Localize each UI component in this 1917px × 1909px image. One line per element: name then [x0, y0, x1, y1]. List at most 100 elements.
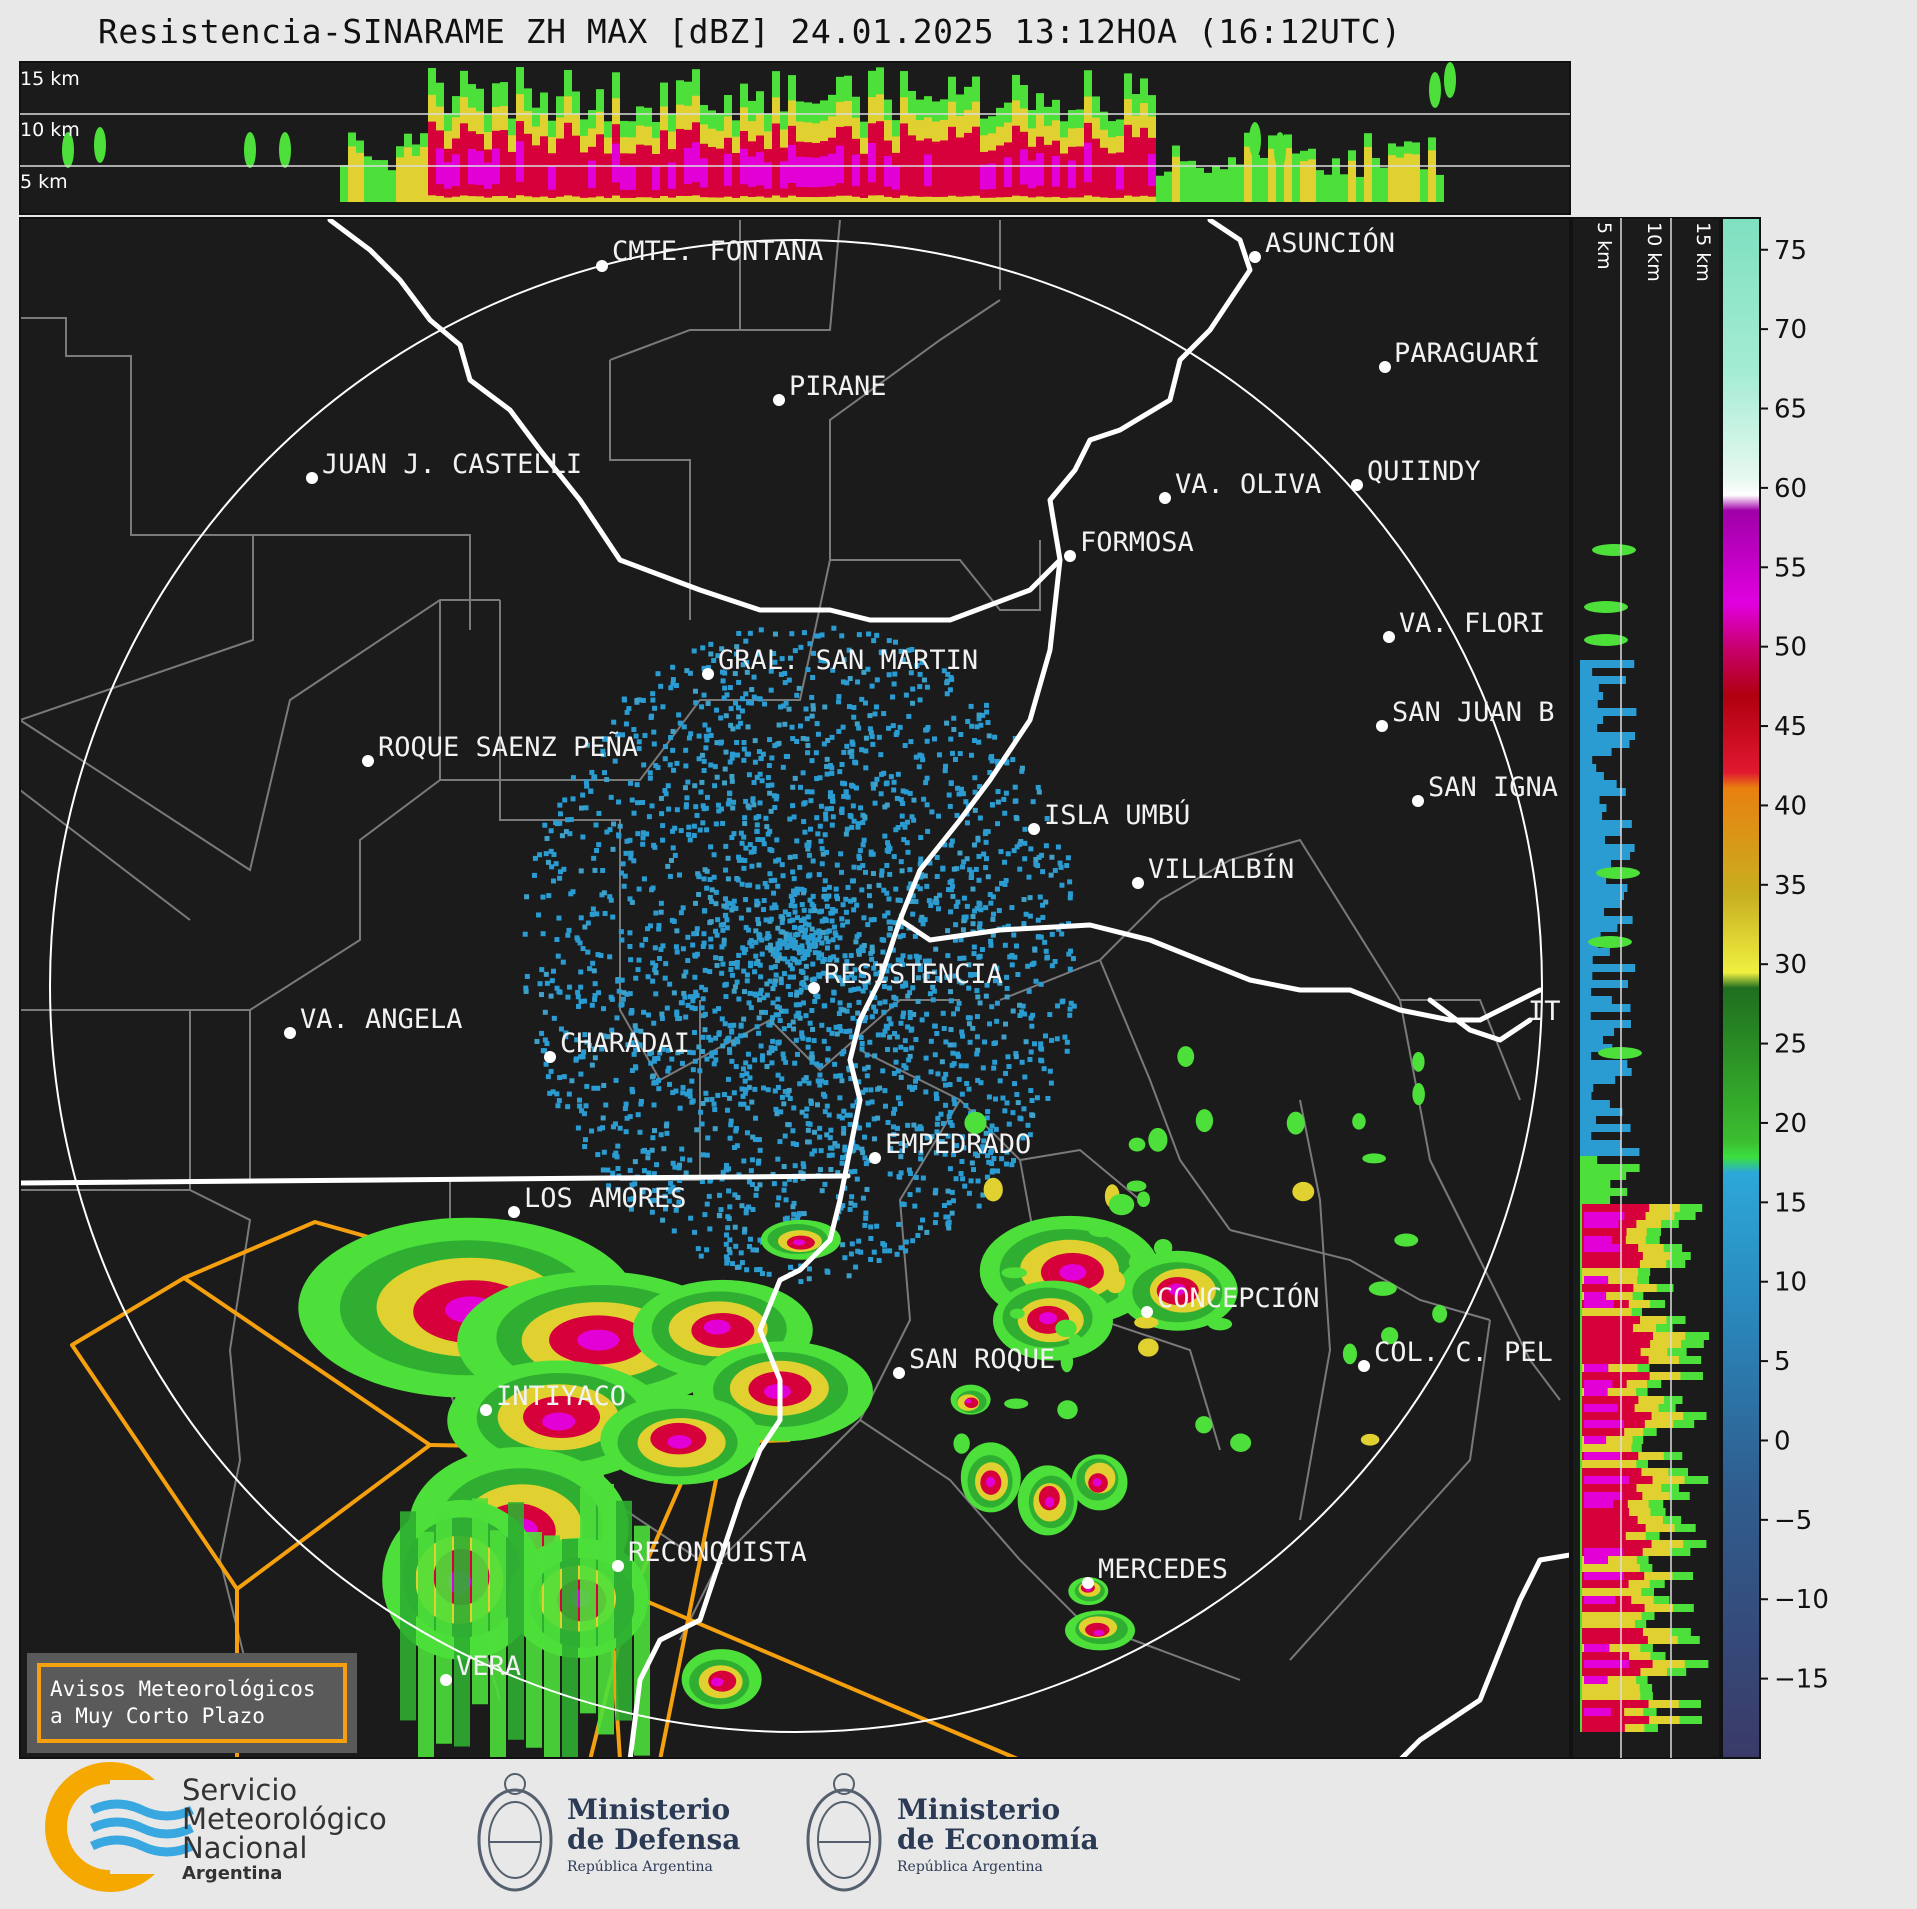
profile-bar — [1584, 1276, 1609, 1284]
echo-pixel — [913, 754, 919, 760]
echo-pixel — [735, 1039, 741, 1045]
profile-bar — [1429, 72, 1441, 108]
echo-pixel — [1004, 1100, 1010, 1106]
echo-pixel — [949, 1122, 955, 1128]
echo-pixel — [767, 846, 773, 852]
echo-pixel — [849, 824, 855, 830]
echo-pixel — [734, 1143, 740, 1149]
echo-pixel — [1027, 895, 1033, 901]
echo-pixel — [688, 731, 694, 737]
echo-pixel — [829, 770, 835, 776]
echo-pixel — [1030, 1112, 1036, 1118]
echo-cell — [763, 1384, 791, 1400]
echo-pixel — [618, 1002, 624, 1008]
echo-pixel — [921, 796, 927, 802]
echo-pixel — [848, 1034, 854, 1040]
echo-pixel — [584, 783, 590, 789]
profile-bar — [1420, 169, 1428, 202]
profile-bar — [628, 165, 636, 190]
echo-pixel — [787, 918, 793, 924]
echo-pixel — [1042, 1033, 1048, 1039]
city-label: PARAGUARÍ — [1394, 337, 1540, 369]
echo-pixel — [727, 1204, 733, 1210]
echo-pixel — [602, 910, 608, 916]
echo-pixel — [698, 1253, 704, 1259]
echo-pixel — [808, 798, 814, 804]
echo-pixel — [681, 724, 687, 730]
echo-pixel — [790, 956, 796, 962]
echo-pixel — [630, 1196, 636, 1202]
echo-pixel — [810, 858, 816, 864]
echo-pixel — [1019, 1059, 1025, 1065]
profile-bar — [1580, 692, 1604, 700]
echo-pixel — [627, 1114, 633, 1120]
echo-pixel — [727, 1095, 733, 1101]
echo-pixel — [722, 766, 728, 772]
echo-pixel — [927, 991, 933, 997]
echo-pixel — [719, 806, 725, 812]
echo-pixel — [785, 1092, 791, 1098]
echo-pixel — [539, 992, 545, 998]
echo-pixel — [976, 924, 982, 930]
city-marker — [869, 1152, 881, 1164]
profile-bar — [580, 152, 588, 198]
echo-pixel — [949, 1189, 955, 1195]
city-marker — [1132, 877, 1144, 889]
profile-bar — [1260, 157, 1268, 202]
echo-pixel — [856, 725, 862, 731]
echo-pixel — [733, 905, 739, 911]
echo-pixel — [966, 1190, 972, 1196]
echo-pixel — [1059, 999, 1065, 1005]
echo-pixel — [778, 1008, 784, 1014]
echo-pixel — [699, 1179, 705, 1185]
echo-pixel — [864, 1186, 870, 1192]
echo-pixel — [592, 996, 598, 1002]
echo-pixel — [924, 1229, 930, 1235]
echo-pixel — [1062, 1034, 1068, 1040]
echo-pixel — [809, 713, 815, 719]
profile-bar — [1580, 900, 1621, 908]
echo-pixel — [709, 899, 715, 905]
echo-pixel — [581, 1111, 587, 1117]
echo-pixel — [556, 989, 562, 995]
echo-pixel — [580, 834, 586, 840]
echo-pixel — [975, 1047, 981, 1053]
profile-bar — [1582, 1564, 1640, 1572]
echo-pixel — [690, 1050, 696, 1056]
echo-pixel — [924, 883, 930, 889]
profile-bar — [1580, 836, 1605, 844]
echo-pixel — [857, 848, 863, 854]
echo-pixel — [777, 945, 783, 951]
echo-pixel — [640, 1189, 646, 1195]
echo-pixel — [701, 665, 707, 671]
echo-pixel — [898, 1044, 904, 1050]
echo-pixel — [924, 775, 930, 781]
echo-pixel — [738, 1101, 744, 1107]
echo-pixel — [841, 749, 847, 755]
echo-pixel — [601, 1149, 607, 1155]
echo-pixel — [652, 1188, 658, 1194]
echo-pixel — [562, 797, 568, 803]
echo-pixel — [851, 714, 857, 720]
echo-pixel — [907, 954, 913, 960]
echo-pixel — [731, 1090, 737, 1096]
echo-pixel — [977, 1000, 983, 1006]
warning-box[interactable]: Avisos Meteorológicos a Muy Corto Plazo — [27, 1653, 357, 1753]
echo-pixel — [704, 794, 710, 800]
echo-cell-small — [983, 1177, 1003, 1202]
echo-pixel — [917, 1225, 923, 1231]
echo-pixel — [858, 805, 864, 811]
echo-pixel — [899, 868, 905, 874]
echo-pixel — [801, 1078, 807, 1084]
echo-pixel — [816, 950, 822, 956]
echo-pixel — [1021, 1106, 1027, 1112]
echo-pixel — [594, 847, 600, 853]
echo-pixel — [807, 1121, 813, 1127]
echo-pixel — [881, 887, 887, 893]
echo-pixel — [876, 734, 882, 740]
echo-pixel — [708, 936, 714, 942]
echo-pixel — [780, 764, 786, 770]
echo-pixel — [788, 940, 794, 946]
echo-pixel — [766, 762, 772, 768]
echo-pixel — [804, 736, 810, 742]
